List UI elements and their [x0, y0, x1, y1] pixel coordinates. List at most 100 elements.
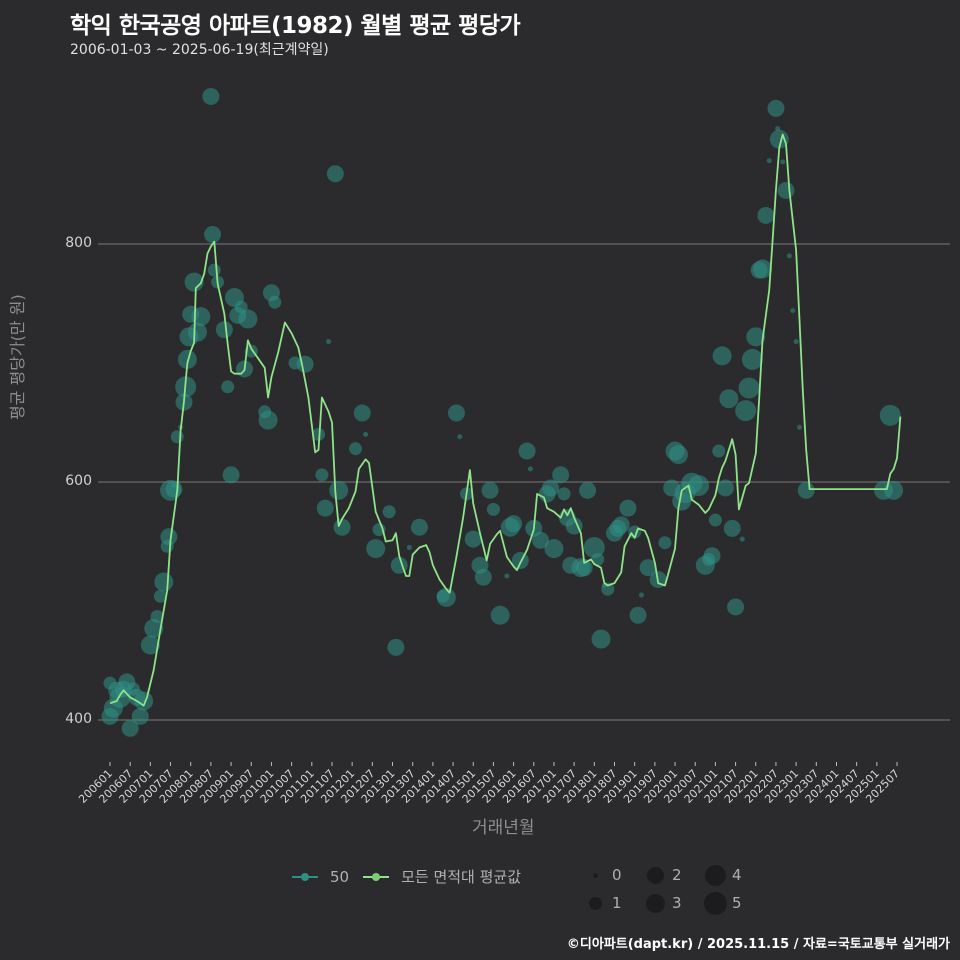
bubble-point: [353, 404, 371, 422]
bubble-point: [712, 444, 726, 458]
bubble-point: [187, 322, 207, 342]
bubble-point: [222, 466, 240, 484]
bubble-point: [752, 259, 772, 279]
bubble-point: [735, 400, 757, 422]
bubble-point: [719, 389, 739, 409]
bubble-point: [796, 424, 802, 430]
bubble-point: [406, 544, 412, 550]
gridlines: [98, 243, 950, 721]
bubble-point: [766, 158, 772, 164]
bubble-point: [658, 536, 672, 550]
size-label-2: 2: [672, 866, 682, 884]
legend-label-average: 모든 면적대 평균값: [401, 868, 522, 886]
bubble-point: [527, 466, 533, 472]
bubble-point: [777, 181, 795, 199]
size-dot-1: [580, 892, 610, 914]
size-label-1: 1: [612, 894, 622, 912]
y-tick-800: 800: [65, 235, 92, 251]
bubble-series-50: [101, 87, 904, 737]
bubble-point: [583, 536, 605, 558]
size-dot-0: [580, 864, 610, 886]
bubble-point: [150, 609, 164, 623]
bubble-point: [797, 481, 815, 499]
bubble-point: [565, 517, 583, 535]
bubble-point: [457, 434, 463, 440]
size-dot-3: [640, 892, 670, 914]
bubble-point: [739, 536, 745, 542]
bubble-point: [387, 638, 405, 656]
bubble-point: [639, 559, 657, 577]
size-label-3: 3: [672, 894, 682, 912]
bubble-point: [544, 539, 564, 559]
size-dot-4: [700, 864, 730, 886]
bubble-point: [410, 518, 428, 536]
bubble-point: [153, 589, 167, 603]
bubble-point: [333, 518, 351, 536]
legend-line-dot-icon: [363, 871, 390, 883]
bubble-point: [363, 431, 369, 437]
size-legend: 0 2 4 1 3 5: [580, 864, 760, 915]
size-label-5: 5: [732, 894, 742, 912]
bubble-point: [716, 479, 734, 497]
bubble-point: [518, 442, 536, 460]
legend-item-50[interactable]: 50: [292, 868, 349, 886]
bubble-point: [207, 263, 221, 277]
legend-item-average[interactable]: 모든 면적대 평균값: [363, 866, 521, 887]
bubble-point: [170, 430, 184, 444]
bubble-point: [204, 225, 222, 243]
bubble-point: [464, 530, 482, 548]
bubble-point: [703, 547, 721, 565]
bubble-point: [629, 606, 647, 624]
bubble-point: [780, 159, 786, 165]
bubble-point: [738, 377, 760, 399]
series-legend: 50 모든 면적대 평균값: [292, 866, 535, 887]
bubble-point: [723, 519, 741, 537]
bubble-point: [638, 592, 644, 598]
size-label-4: 4: [732, 866, 742, 884]
bubble-point: [727, 598, 745, 616]
source-footer: ©디아파트(dapt.kr) / 2025.11.15 / 자료=국토교통부 실…: [566, 937, 950, 952]
bubble-point: [382, 505, 396, 519]
bubble-point: [326, 165, 344, 183]
bubble-point: [793, 339, 799, 345]
bubble-point: [769, 129, 789, 149]
bubble-point: [215, 321, 233, 339]
bubble-point: [326, 339, 332, 345]
bubble-point: [668, 445, 688, 465]
bubble-point: [312, 427, 326, 441]
bubble-point: [177, 349, 197, 369]
size-label-0: 0: [612, 866, 622, 884]
bubble-point: [575, 559, 593, 577]
bubble-point: [140, 635, 160, 655]
y-tick-400: 400: [65, 711, 92, 727]
bubble-point: [552, 466, 570, 484]
bubble-point: [532, 531, 550, 549]
x-axis-ticks: 2006012006072007012007072008012008072009…: [76, 762, 902, 806]
line-series-average: [109, 133, 902, 707]
bubble-point: [184, 272, 204, 292]
bubble-point: [688, 475, 710, 497]
bubble-point: [557, 487, 571, 501]
bubble-point: [884, 480, 904, 500]
bubble-point: [712, 346, 732, 366]
bubble-point: [486, 502, 500, 516]
bubble-point: [134, 691, 154, 711]
bubble-point: [879, 404, 901, 426]
bubble-point: [447, 404, 465, 422]
bubble-point: [612, 516, 630, 534]
chart-subtitle: 2006-01-03 ~ 2025-06-19(최근계약일): [70, 42, 329, 58]
bubble-point: [258, 410, 278, 430]
x-axis-title: 거래년월: [472, 818, 535, 838]
bubble-point: [746, 327, 766, 347]
bubble-point: [591, 552, 605, 566]
y-tick-600: 600: [65, 473, 92, 489]
bubble-point: [121, 719, 139, 737]
bubble-point: [504, 573, 510, 579]
bubble-point: [165, 480, 183, 498]
bubble-point: [366, 539, 386, 559]
bubble-point: [268, 295, 282, 309]
bubble-point: [144, 618, 164, 638]
bubble-point: [474, 568, 492, 586]
bubble-point: [601, 582, 615, 596]
